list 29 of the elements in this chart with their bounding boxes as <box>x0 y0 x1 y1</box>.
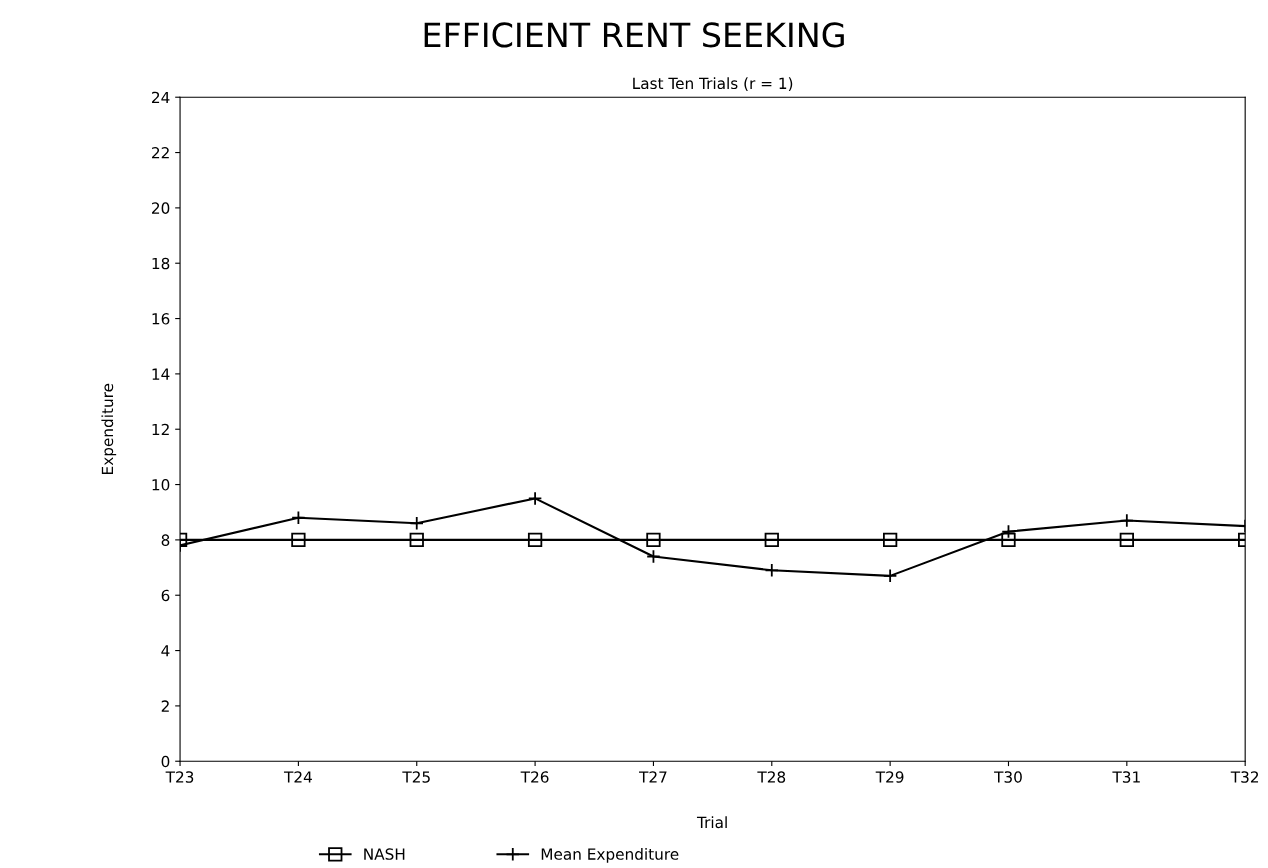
legend-label: Mean Expenditure <box>541 848 679 863</box>
y-tick-label: 2 <box>161 700 169 712</box>
y-tick-label: 18 <box>152 257 170 270</box>
x-tick-label: T32 <box>1230 771 1259 783</box>
x-tick-label: T31 <box>1112 771 1140 783</box>
x-tick-label: T24 <box>283 771 312 783</box>
y-tick-label: 0 <box>161 755 170 768</box>
y-tick-label: 14 <box>152 368 170 380</box>
chart-subtitle: Last Ten Trials (r = 1) <box>633 77 793 91</box>
y-tick-label: 24 <box>152 91 170 104</box>
x-tick-label: T25 <box>402 771 430 783</box>
y-tick-label: 10 <box>152 479 170 491</box>
chart-title: EFFICIENT RENT SEEKING <box>424 22 844 48</box>
y-tick-label: 12 <box>152 423 169 436</box>
x-tick-label: T23 <box>165 771 194 783</box>
y-tick-label: 16 <box>152 313 170 325</box>
x-tick-label: T28 <box>757 771 786 783</box>
x-tick-label: T27 <box>639 771 667 783</box>
y-tick-label: 4 <box>161 645 170 657</box>
y-axis-title: Expenditure <box>101 383 117 474</box>
y-tick-label: 20 <box>152 202 170 214</box>
x-tick-label: T26 <box>520 771 549 783</box>
y-tick-label: 6 <box>161 589 170 602</box>
y-tick-label: 8 <box>161 534 170 546</box>
x-axis-title: Trial <box>696 816 727 829</box>
y-tick-label: 22 <box>152 147 169 159</box>
legend-label: NASH <box>364 848 405 860</box>
x-tick-label: T30 <box>994 771 1022 783</box>
x-tick-label: T29 <box>875 771 904 783</box>
